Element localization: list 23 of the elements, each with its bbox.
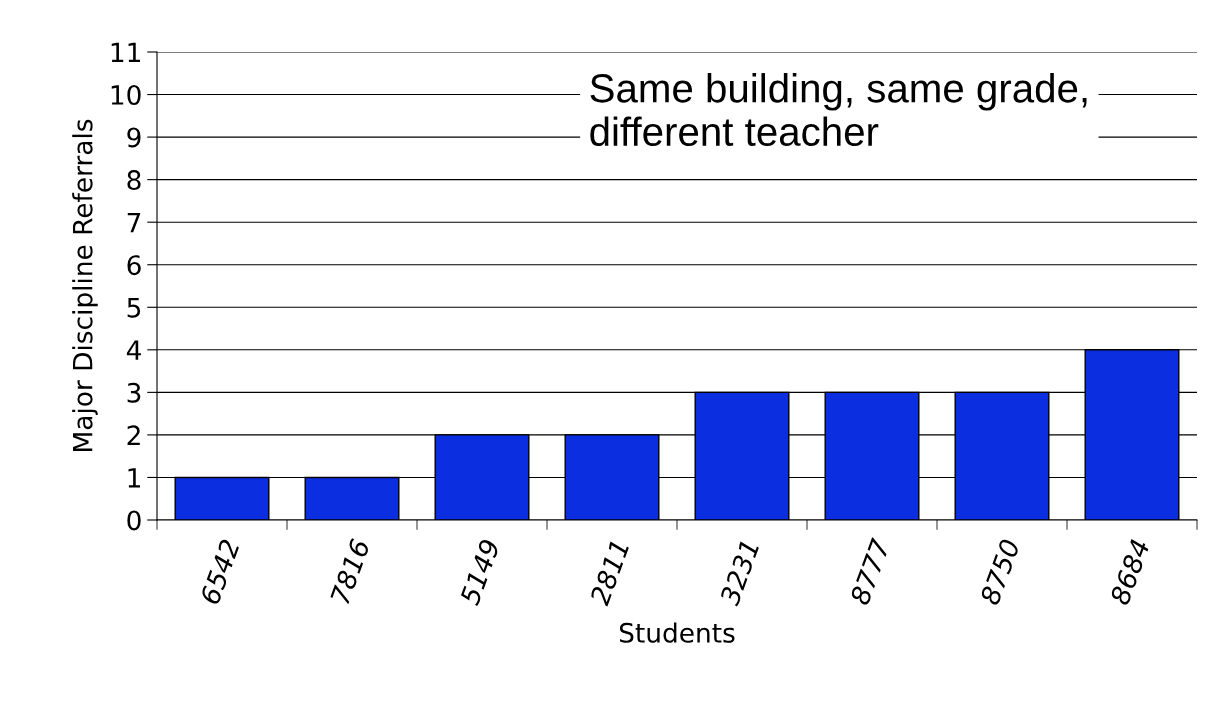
y-tick-label: 11 — [111, 42, 140, 63]
y-tick-label: 0 — [127, 510, 141, 531]
x-tick-label: 8777 — [849, 537, 891, 606]
y-tick-label: 6 — [127, 255, 141, 276]
y-tick-label: 3 — [127, 382, 141, 403]
y-tick-label: 5 — [127, 298, 141, 318]
y-tick-label: 9 — [127, 127, 141, 148]
x-tick-label: 3231 — [718, 540, 760, 607]
x-tick-label: 7816 — [329, 537, 371, 605]
y-tick-label: 8 — [127, 170, 141, 191]
x-tick-label: 6542 — [199, 538, 241, 606]
x-axis-title: Students — [619, 622, 735, 643]
annotation: Same building, same grade, different teacher — [590, 73, 1087, 147]
y-tick-label: 7 — [127, 212, 141, 233]
x-tick-label: 2811 — [588, 540, 630, 607]
y-axis-title: Major Discipline Referrals — [72, 119, 98, 451]
y-tick-label: 4 — [126, 340, 141, 360]
y-tick-label: 10 — [111, 84, 141, 105]
x-tick-label: 5149 — [459, 538, 501, 607]
y-tick-label: 2 — [127, 425, 140, 445]
y-tick-label: 1 — [128, 468, 140, 488]
x-tick-label: 8684 — [1109, 538, 1151, 606]
x-tick-label: 8750 — [979, 538, 1021, 606]
